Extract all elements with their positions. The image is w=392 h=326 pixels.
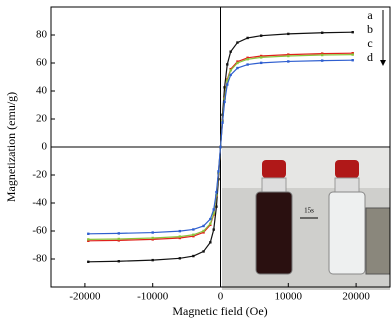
data-point	[117, 232, 120, 235]
data-point	[151, 258, 154, 262]
data-point	[287, 60, 290, 63]
data-point	[321, 52, 324, 55]
y-axis-label: Magnetization (emu/g)	[4, 92, 18, 202]
data-point	[192, 254, 195, 258]
y-tick-label: -20	[32, 169, 47, 181]
y-tick-label: 40	[36, 85, 48, 97]
data-point	[151, 236, 154, 240]
data-point	[209, 217, 212, 221]
data-point	[209, 241, 212, 244]
x-tick-label: -10000	[137, 291, 169, 303]
x-tick-label: 20000	[342, 291, 370, 303]
x-tick-label: 10000	[275, 291, 303, 303]
y-tick-label: 0	[42, 141, 48, 153]
data-point	[87, 238, 90, 241]
legend-label: b	[367, 22, 373, 36]
data-point	[212, 208, 215, 211]
y-tick-label: -40	[32, 197, 47, 209]
data-point	[246, 36, 249, 40]
data-point	[351, 53, 354, 56]
data-point	[259, 61, 263, 65]
legend-label: d	[367, 50, 373, 64]
y-tick-label: 60	[36, 57, 48, 69]
x-tick-label: 0	[218, 291, 224, 303]
data-point	[202, 231, 205, 234]
data-point	[212, 212, 215, 215]
data-point	[287, 53, 290, 56]
data-point	[151, 231, 154, 234]
data-point	[351, 59, 354, 62]
data-point	[202, 250, 205, 253]
data-point	[229, 69, 232, 72]
data-point	[117, 237, 120, 241]
data-point	[236, 41, 239, 44]
y-tick-label: 20	[36, 113, 48, 125]
y-tick-label: -80	[32, 253, 47, 265]
data-point	[178, 229, 182, 233]
data-point	[226, 63, 229, 66]
data-point	[259, 54, 263, 58]
data-point	[209, 222, 212, 225]
data-point	[192, 233, 195, 236]
data-point	[219, 145, 222, 149]
data-point	[178, 257, 182, 260]
data-point	[217, 170, 220, 173]
data-point	[246, 63, 249, 66]
data-point	[117, 260, 120, 263]
legend-label: c	[367, 36, 372, 50]
data-point	[117, 239, 120, 242]
data-point	[321, 53, 324, 57]
data-point	[226, 79, 229, 82]
data-point	[87, 232, 90, 235]
inset-photo	[222, 148, 391, 290]
data-point	[236, 61, 239, 65]
y-tick-label: -60	[32, 225, 47, 237]
data-point	[192, 228, 195, 231]
data-point	[246, 58, 249, 61]
data-point	[178, 236, 182, 240]
data-point	[87, 239, 90, 242]
x-axis-label: Magnetic field (Oe)	[172, 304, 267, 318]
data-point	[192, 234, 195, 238]
data-point	[236, 66, 239, 70]
data-point	[229, 73, 232, 77]
x-tick-label: -20000	[69, 291, 101, 303]
data-point	[202, 229, 205, 233]
data-point	[223, 100, 226, 104]
data-point	[287, 54, 290, 58]
data-point	[221, 121, 224, 124]
y-tick-label: 80	[36, 29, 48, 41]
data-point	[321, 59, 324, 62]
data-point	[215, 205, 218, 208]
data-point	[178, 235, 182, 238]
data-point	[321, 31, 324, 34]
legend-label: a	[367, 8, 373, 22]
data-point	[151, 238, 154, 241]
data-point	[287, 32, 290, 36]
legend-arrow-head	[380, 60, 386, 66]
data-point	[351, 52, 354, 55]
data-point	[226, 83, 229, 86]
data-point	[246, 56, 249, 60]
data-point	[236, 60, 239, 63]
inset-label: 15s	[304, 207, 314, 215]
data-point	[259, 56, 263, 59]
data-point	[202, 224, 205, 228]
data-point	[223, 86, 226, 89]
data-point	[351, 31, 354, 34]
data-point	[215, 190, 218, 194]
data-point	[87, 260, 90, 263]
data-point	[229, 50, 232, 53]
data-point	[259, 34, 263, 37]
data-point	[212, 228, 215, 231]
